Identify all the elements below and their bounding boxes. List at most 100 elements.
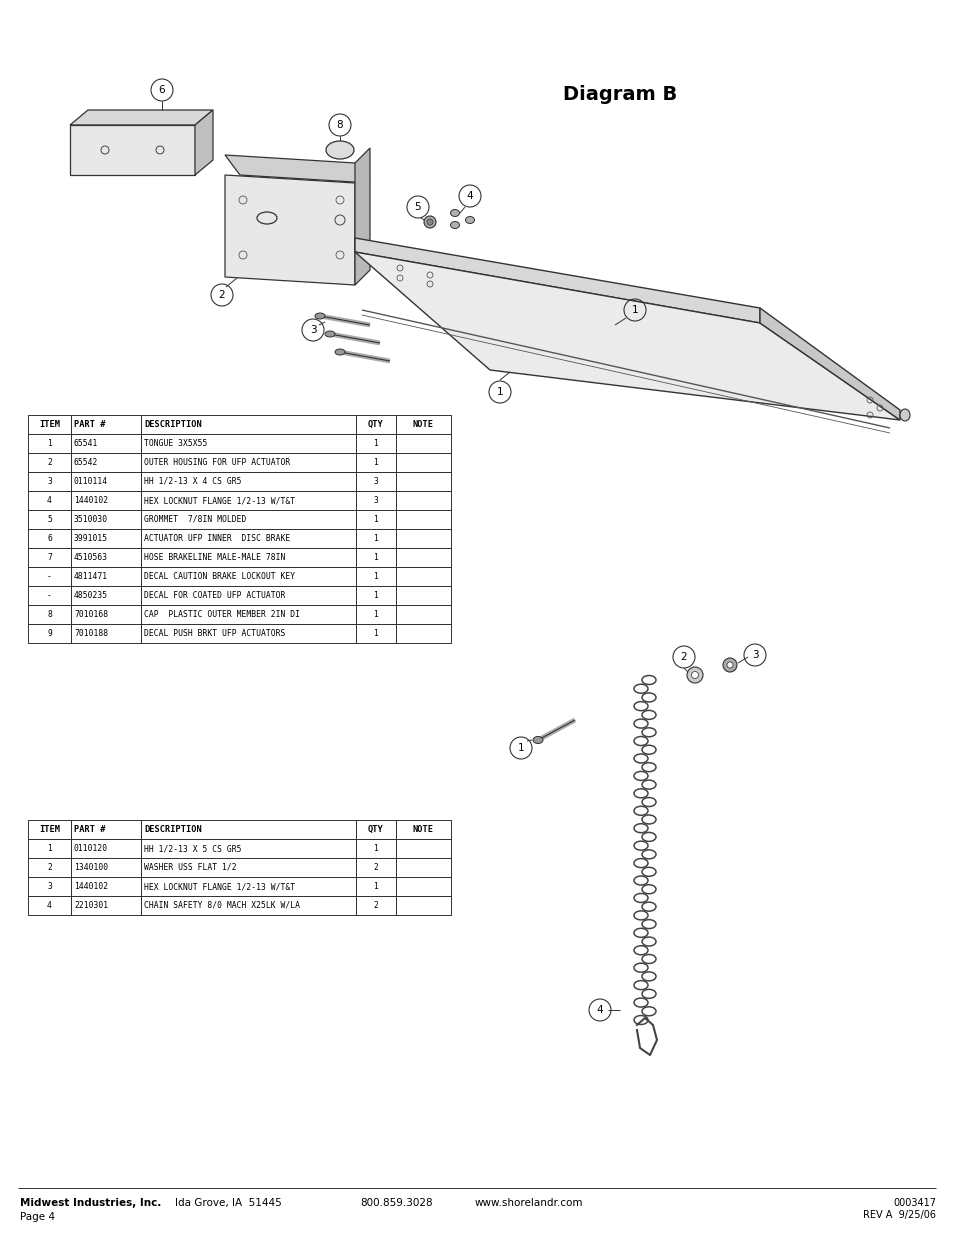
- Text: DECAL FOR COATED UFP ACTUATOR: DECAL FOR COATED UFP ACTUATOR: [144, 592, 285, 600]
- Bar: [71, 585, 141, 605]
- Bar: [141, 433, 355, 453]
- Circle shape: [726, 662, 732, 668]
- Bar: [355, 897, 395, 915]
- Bar: [395, 839, 451, 858]
- Bar: [71, 858, 141, 877]
- Bar: [355, 858, 395, 877]
- Text: NOTE: NOTE: [413, 420, 434, 429]
- Bar: [355, 472, 395, 492]
- Text: 1: 1: [374, 844, 378, 853]
- Bar: [395, 415, 451, 433]
- Bar: [395, 510, 451, 529]
- Text: HEX LOCKNUT FLANGE 1/2-13 W/T&T: HEX LOCKNUT FLANGE 1/2-13 W/T&T: [144, 496, 294, 505]
- Text: 0110120: 0110120: [74, 844, 108, 853]
- Bar: [355, 548, 395, 567]
- Text: 1: 1: [374, 438, 378, 448]
- Ellipse shape: [335, 350, 345, 354]
- Bar: [395, 624, 451, 643]
- Text: 1: 1: [517, 743, 524, 753]
- Text: 4811471: 4811471: [74, 572, 108, 580]
- Text: 2210301: 2210301: [74, 902, 108, 910]
- Text: DESCRIPTION: DESCRIPTION: [144, 420, 201, 429]
- Polygon shape: [355, 238, 760, 324]
- Bar: [28, 605, 71, 624]
- Text: -: -: [47, 592, 51, 600]
- Bar: [28, 510, 71, 529]
- Bar: [141, 567, 355, 585]
- Ellipse shape: [899, 409, 909, 421]
- Text: 2: 2: [680, 652, 686, 662]
- Circle shape: [423, 216, 436, 228]
- Text: 3: 3: [374, 496, 378, 505]
- Bar: [28, 897, 71, 915]
- Ellipse shape: [314, 312, 325, 319]
- Bar: [395, 877, 451, 897]
- Bar: [395, 897, 451, 915]
- Ellipse shape: [326, 141, 354, 159]
- Text: 4: 4: [466, 191, 473, 201]
- Text: 2: 2: [47, 863, 51, 872]
- Text: 800.859.3028: 800.859.3028: [359, 1198, 432, 1208]
- Text: 3991015: 3991015: [74, 534, 108, 543]
- Bar: [395, 585, 451, 605]
- Text: 3: 3: [47, 882, 51, 890]
- Text: ITEM: ITEM: [39, 420, 60, 429]
- Bar: [141, 624, 355, 643]
- Circle shape: [691, 672, 698, 678]
- Bar: [355, 605, 395, 624]
- Bar: [71, 567, 141, 585]
- Bar: [355, 492, 395, 510]
- Bar: [141, 492, 355, 510]
- Text: 1: 1: [47, 438, 51, 448]
- Bar: [141, 839, 355, 858]
- Text: DECAL PUSH BRKT UFP ACTUATORS: DECAL PUSH BRKT UFP ACTUATORS: [144, 629, 285, 638]
- Text: CHAIN SAFETY 8/0 MACH X25LK W/LA: CHAIN SAFETY 8/0 MACH X25LK W/LA: [144, 902, 299, 910]
- Circle shape: [427, 219, 433, 225]
- Bar: [71, 472, 141, 492]
- Bar: [355, 510, 395, 529]
- Text: 1: 1: [374, 458, 378, 467]
- Text: 1: 1: [47, 844, 51, 853]
- Text: 8: 8: [336, 120, 343, 130]
- Bar: [141, 510, 355, 529]
- Bar: [28, 858, 71, 877]
- Text: 1: 1: [631, 305, 638, 315]
- Bar: [141, 820, 355, 839]
- Ellipse shape: [325, 331, 335, 337]
- Text: 1: 1: [374, 515, 378, 524]
- Bar: [71, 415, 141, 433]
- Bar: [71, 492, 141, 510]
- Text: 1: 1: [497, 387, 503, 396]
- Text: 3: 3: [47, 477, 51, 487]
- Text: 9: 9: [47, 629, 51, 638]
- Text: ITEM: ITEM: [39, 825, 60, 834]
- Bar: [71, 433, 141, 453]
- Text: 5: 5: [415, 203, 421, 212]
- Bar: [28, 567, 71, 585]
- Bar: [28, 839, 71, 858]
- Text: HOSE BRAKELINE MALE-MALE 78IN: HOSE BRAKELINE MALE-MALE 78IN: [144, 553, 285, 562]
- Bar: [28, 529, 71, 548]
- Text: Ida Grove, IA  51445: Ida Grove, IA 51445: [174, 1198, 281, 1208]
- Bar: [395, 820, 451, 839]
- Bar: [355, 433, 395, 453]
- Bar: [71, 839, 141, 858]
- Text: 5: 5: [47, 515, 51, 524]
- Bar: [141, 472, 355, 492]
- Bar: [141, 415, 355, 433]
- Text: PART #: PART #: [74, 420, 106, 429]
- Text: 1: 1: [374, 629, 378, 638]
- Text: 1: 1: [374, 592, 378, 600]
- Bar: [141, 877, 355, 897]
- Bar: [71, 877, 141, 897]
- Text: 0003417: 0003417: [892, 1198, 935, 1208]
- Text: Diagram B: Diagram B: [562, 85, 677, 105]
- Text: 4: 4: [47, 902, 51, 910]
- Bar: [395, 548, 451, 567]
- Bar: [71, 529, 141, 548]
- Bar: [355, 624, 395, 643]
- Text: 3510030: 3510030: [74, 515, 108, 524]
- Text: 2: 2: [47, 458, 51, 467]
- Text: -: -: [47, 572, 51, 580]
- Text: 2: 2: [374, 902, 378, 910]
